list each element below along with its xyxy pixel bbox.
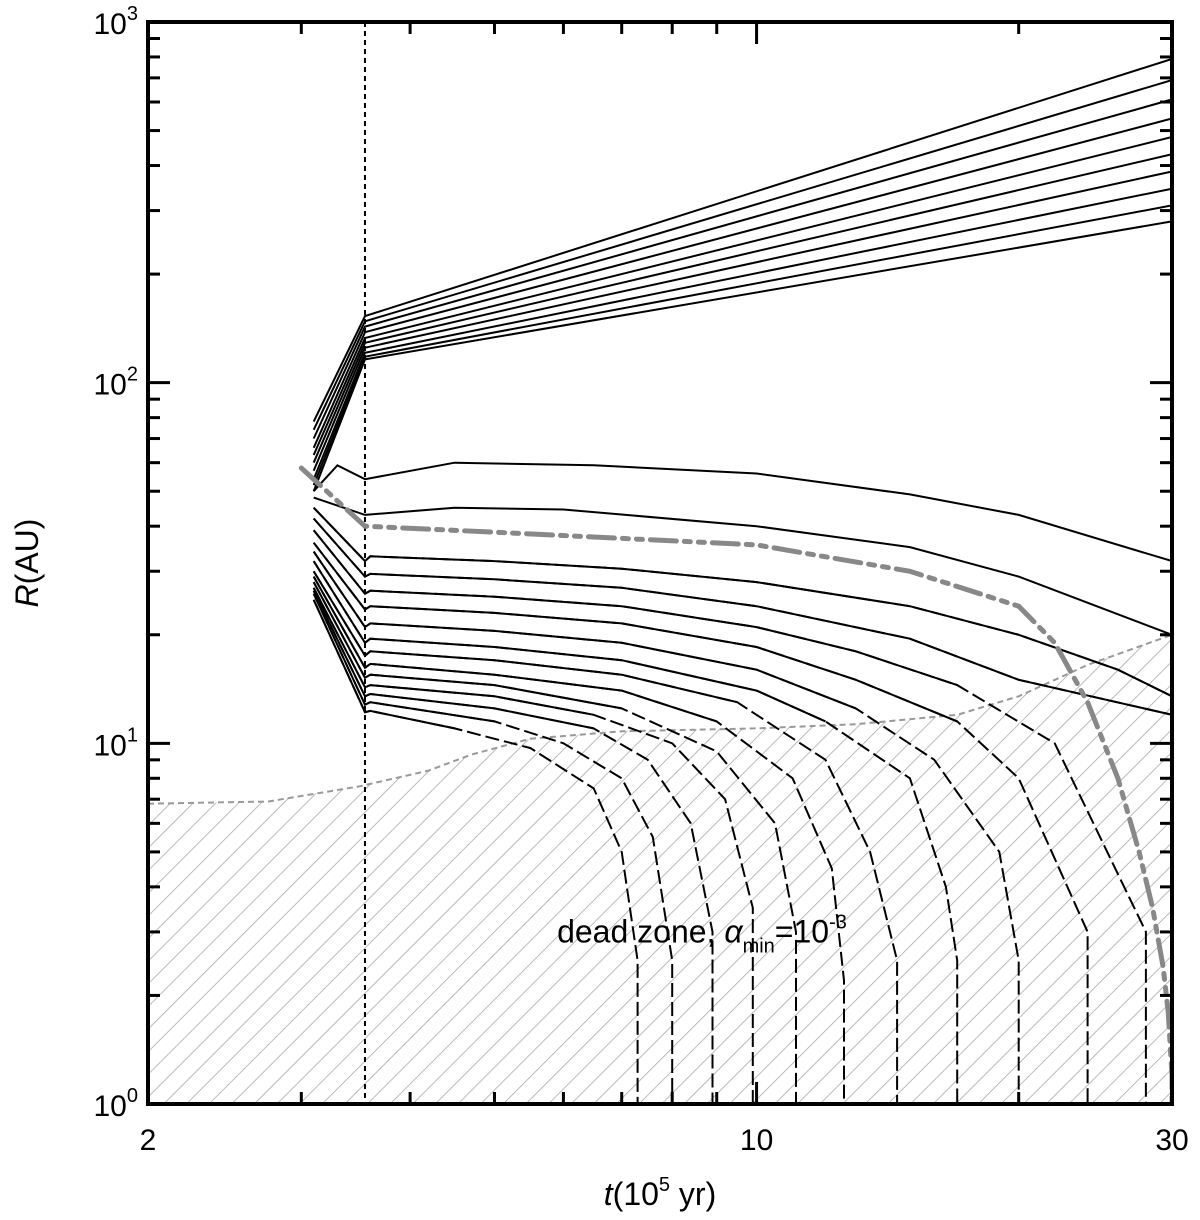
lower-curve-dashed-1 [312,507,1172,698]
middle-curve-1 [312,461,1172,563]
upper-curve-5 [312,136,1172,456]
curves [298,22,1172,1104]
upper-curve-6 [312,153,1172,464]
y-tick-label: 102 [94,364,139,402]
upper-curve-9 [312,204,1172,486]
lower-curve-12 [312,593,495,723]
upper-curve-8 [312,187,1172,480]
axes-frame [146,20,1174,1106]
y-tick-label: 101 [94,724,139,762]
x-tick-label: 30 [1155,1124,1188,1157]
lower-curve-6 [312,560,826,723]
upper-curve-1 [312,57,1172,423]
upper-curve-7 [312,170,1172,472]
y-tick-label: 100 [94,1085,139,1123]
lower-curve-3 [312,529,958,687]
y-axis-label: R(AU) [9,519,45,608]
dead-zone-hatch [148,633,1172,1104]
lower-curve-5 [312,551,857,710]
lower-curve-8 [312,576,718,723]
upper-curve-2 [312,79,1172,431]
x-tick-label: 10 [740,1124,773,1157]
dead-zone-boundary [148,633,1172,805]
upper-curve-4 [312,117,1172,449]
upper-curve-3 [312,98,1172,439]
y-tick-label: 103 [94,3,139,41]
lower-curve-1 [312,507,1172,698]
lower-curve-11 [312,590,594,730]
dead-zone-annotation: dead zone, αmin=10-3 [557,912,847,958]
gray-dash-dot-curve [298,465,1172,1104]
lower-curve-7 [312,570,738,704]
lower-curve-10 [312,587,594,716]
lower-curve-4 [312,542,958,723]
lower-curve-9 [312,581,622,710]
upper-curve-10 [312,220,1172,492]
tick-labels: 100 101 102 103 2 10 30 t(105 yr) R(AU) [9,3,1189,1212]
middle-curve-2 [313,496,1172,636]
plot-frame [146,20,1174,1106]
lower-curve-2 [312,517,1172,722]
x-axis-label: t(105 yr) [604,1174,716,1212]
x-tick-label: 2 [140,1124,157,1157]
axis-ticks [146,20,1174,1106]
dead-zone-region [148,634,1172,1104]
lower-curve-13 [312,599,455,730]
annotation: dead zone, αmin=10-3 [557,912,847,958]
